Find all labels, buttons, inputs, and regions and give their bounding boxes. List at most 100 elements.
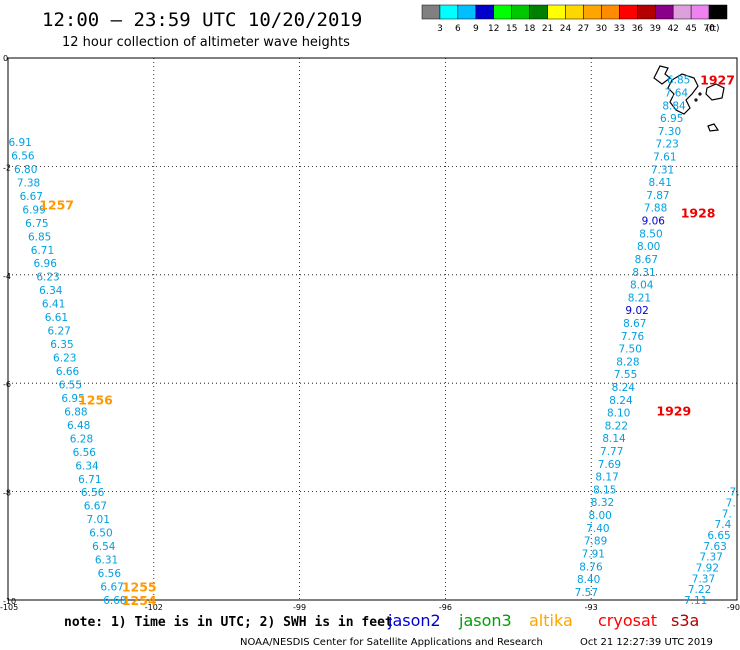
wave-height-value: 8.14 — [602, 433, 626, 445]
wave-height-value: 6.54 — [92, 541, 116, 553]
wave-height-value: 6.34 — [39, 285, 63, 297]
wave-height-value: 6.23 — [53, 353, 76, 365]
wave-height-value: 8.24 — [612, 382, 636, 394]
color-scale-label: 70 — [703, 24, 715, 34]
wave-height-value: 7.40 — [586, 523, 609, 535]
pass-time-label: 1254 — [122, 593, 157, 608]
wave-height-value: 8.76 — [579, 561, 603, 573]
color-scale-unit: (ft) — [706, 24, 720, 34]
wave-height-value: 8.40 — [577, 574, 600, 586]
wave-height-value: 7.50 — [619, 344, 642, 356]
wave-height-value: 8.22 — [605, 420, 628, 432]
color-scale-label: 21 — [542, 24, 553, 34]
color-scale-label: 33 — [614, 24, 625, 34]
wave-height-value: 6.99 — [22, 204, 45, 216]
color-swatch — [690, 4, 710, 20]
color-scale-label: 30 — [596, 24, 608, 34]
wave-height-value: 7.69 — [598, 459, 621, 471]
wave-height-value: 7.63 — [703, 541, 726, 553]
color-swatch — [475, 4, 495, 20]
pass-time-label: 1929 — [656, 403, 691, 418]
color-scale-label: 9 — [473, 24, 479, 34]
color-swatch — [708, 4, 728, 20]
color-swatch — [654, 4, 674, 20]
wave-height-value: 6.75 — [25, 218, 48, 230]
wave-height-value: 6.56 — [11, 150, 35, 162]
wave-height-value: 8.28 — [616, 356, 639, 368]
wave-height-value: 8.04 — [630, 280, 654, 292]
wave-height-value: 7.01 — [87, 514, 110, 526]
wave-height-value: 7.37 — [692, 573, 715, 585]
longitude-label: -96 — [439, 603, 452, 612]
wave-height-value: 6.50 — [89, 528, 112, 540]
color-swatch — [547, 4, 566, 20]
footer-credit: NOAA/NESDIS Center for Satellite Applica… — [240, 637, 543, 648]
satellite-legend-item: s3a — [671, 611, 699, 630]
color-scale-labels: 3 6 9 12 15 18 21 24 27 30 33 36 39 42 45 70 — [437, 24, 715, 34]
wave-height-value: 7. — [730, 487, 740, 499]
wave-height-value: 6.23 — [36, 272, 59, 284]
pass-time-label: 1255 — [122, 579, 157, 594]
satellite-legend-item: jason3 — [458, 611, 512, 630]
footer-timestamp: Oct 21 12:27:39 UTC 2019 — [580, 637, 713, 648]
wave-height-value: 6.55 — [59, 379, 82, 391]
latitude-label: -6 — [3, 380, 11, 389]
wave-height-value: 6.56 — [73, 447, 97, 459]
color-scale-label: 27 — [578, 24, 589, 34]
wave-height-value: 6.67 — [100, 582, 123, 594]
wave-height-value: 7.38 — [17, 177, 40, 189]
wave-height-value: 6.95 — [61, 393, 84, 405]
wave-height-value: 8.15 — [593, 484, 616, 496]
color-scale-label: 36 — [632, 24, 644, 34]
latitude-labels: 0 -2 -4 -6 -8 -10 — [3, 54, 16, 606]
longitude-label: -105 — [0, 603, 18, 612]
wave-height-value: 8.00 — [588, 510, 611, 522]
wave-height-value: 8.21 — [628, 292, 651, 304]
wave-height-value: 7. — [726, 497, 736, 509]
longitude-label: -102 — [145, 603, 163, 612]
color-scale-label: 18 — [524, 24, 536, 34]
wave-height-value: 7.11 — [684, 595, 707, 607]
longitude-labels: -105 -102 -99 -96 -93 -90 — [0, 603, 740, 612]
wave-height-value: 7.89 — [584, 536, 607, 548]
wave-height-value: 6.65 — [707, 530, 730, 542]
map-frame — [7, 57, 738, 601]
color-swatch — [637, 4, 656, 20]
wave-height-value: 8.17 — [595, 472, 618, 484]
wave-height-value: 7.64 — [665, 87, 689, 99]
wave-height-value: 8.10 — [607, 408, 630, 420]
wave-height-value: 7.31 — [651, 164, 674, 176]
wave-height-value: 7.23 — [655, 139, 678, 151]
color-scale-label: 24 — [560, 24, 572, 34]
wave-height-value: 6.35 — [50, 339, 73, 351]
wave-height-value: 7.77 — [600, 446, 623, 458]
color-swatch — [511, 4, 530, 20]
wave-height-value: 6.61 — [45, 312, 68, 324]
wave-height-value: 7.55 — [614, 369, 637, 381]
wave-height-value: 6.71 — [31, 245, 54, 257]
wave-height-value: 8.67 — [623, 318, 646, 330]
pass-time-label: 1257 — [39, 197, 74, 212]
wave-height-value: 7.76 — [621, 331, 645, 343]
wave-height-value: 7.92 — [696, 562, 719, 574]
wave-height-value: 7.88 — [644, 203, 667, 215]
wave-height-value: 7.22 — [688, 584, 711, 596]
wave-height-value: 7.57 — [575, 587, 598, 599]
satellite-legend-item: altika — [529, 611, 573, 630]
grid-lines — [8, 58, 737, 600]
wave-height-value: 6.34 — [75, 460, 99, 472]
color-scale-label: 42 — [667, 24, 678, 34]
wave-height-value: 8.00 — [637, 241, 660, 253]
color-swatch — [619, 4, 638, 20]
satellite-legend-item: jason2 — [387, 611, 441, 630]
color-swatch — [439, 4, 459, 20]
wave-height-value: 7.61 — [653, 152, 676, 164]
color-scale-label: 45 — [685, 24, 696, 34]
pass-time-label: 1928 — [681, 205, 716, 220]
wave-height-value: 6.41 — [42, 299, 65, 311]
wave-height-value: 7.4 — [715, 519, 732, 531]
satellite-legend-item: cryosat — [598, 611, 657, 630]
wave-height-value: 9.02 — [625, 305, 648, 317]
color-swatch — [565, 4, 584, 20]
